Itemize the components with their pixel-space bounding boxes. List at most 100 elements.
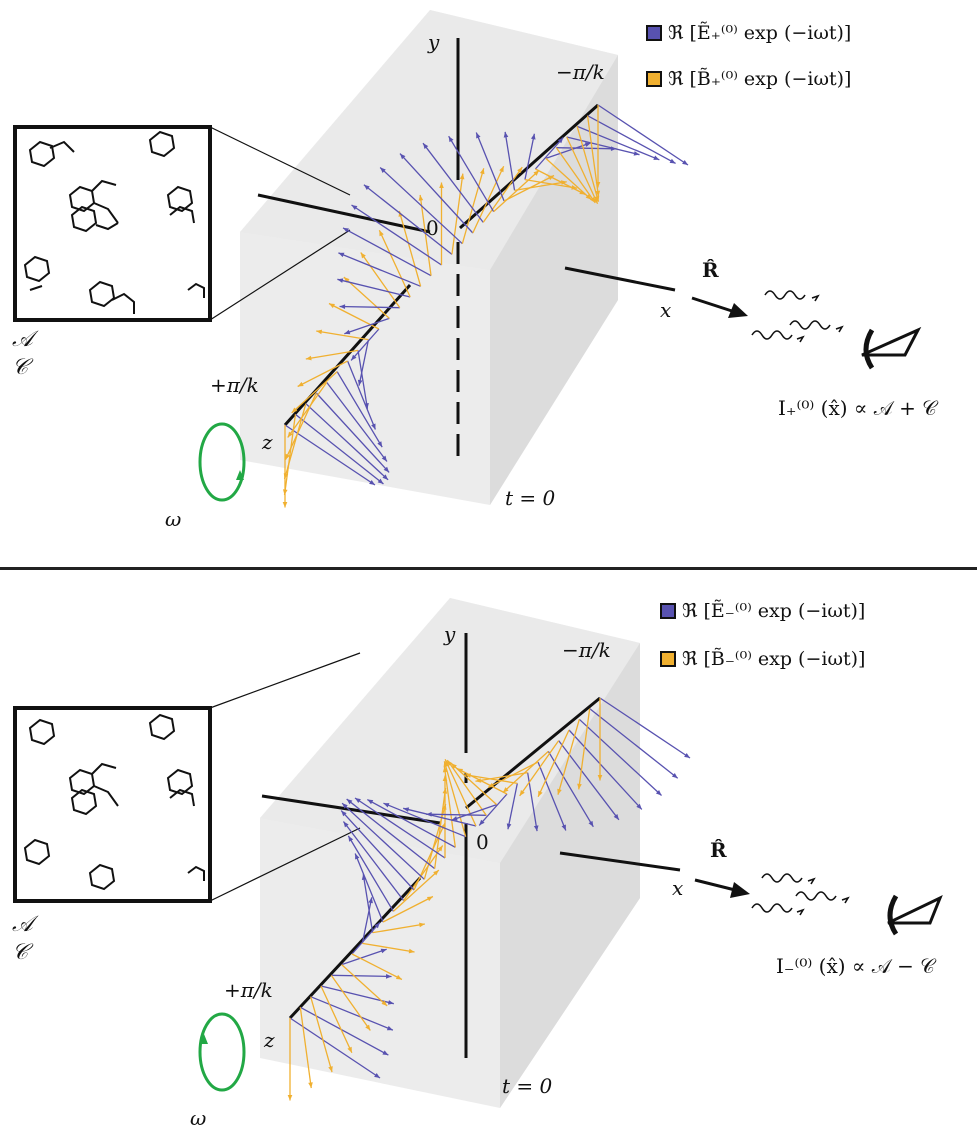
electric-field-arrow [338, 252, 421, 287]
electric-field-arrow [347, 835, 394, 912]
magnetic-field-arrow-head [585, 194, 592, 200]
electric-field-arrow [350, 328, 380, 361]
electric-field-arrow-head [341, 810, 347, 817]
electric-field-arrow [358, 339, 370, 386]
magnetic-field-arrow-head [287, 1094, 293, 1101]
electric-field-arrow [545, 142, 592, 159]
magnetic-field-arrow-head [347, 1046, 352, 1053]
electric-field-arrow-head [382, 1050, 389, 1056]
electric-field-arrow [383, 802, 466, 838]
magnetic-field-arrow-head [502, 787, 509, 793]
electric-field-arrow [342, 821, 405, 902]
magnetic-field-arrow [283, 414, 297, 496]
magnetic-field-arrow-head [308, 1082, 313, 1089]
electric-field-arrow-head [351, 354, 357, 361]
magnetic-field-arrow [316, 330, 369, 341]
electric-field-arrow-head [363, 184, 370, 190]
axes [257, 38, 676, 460]
magnetic-field-arrow-head [577, 783, 582, 790]
magnetic-field-arrow [502, 750, 549, 794]
magnetic-field-arrow-head [517, 167, 523, 173]
electric-field-arrow-head [374, 922, 380, 929]
magnetic-field-arrow-head [395, 974, 402, 980]
electric-field-arrow-head [355, 798, 361, 804]
magnetic-field-arrow-head [439, 182, 444, 189]
legend-electric-label: ℜ [Ẽ₋⁽⁰⁾ exp (−iωt)] [682, 600, 866, 622]
electric-field-arrow-head [355, 853, 360, 860]
electric-field-arrow [448, 135, 495, 212]
magnetic-field-arrow [482, 166, 523, 223]
magnetic-field-arrow [372, 923, 425, 934]
magnetic-field-arrow [351, 953, 403, 981]
legend-magnetic: ℜ [B̃₊⁽⁰⁾ exp (−iωt)] [646, 68, 851, 90]
rotation-arrow-icon [198, 422, 246, 502]
magnetic-field-arrow-head [465, 773, 471, 778]
electric-field-arrow-head [351, 205, 358, 211]
magnetic-field-arrow-head [282, 489, 288, 496]
electric-field-arrow [504, 131, 516, 191]
electric-field-arrow [340, 810, 415, 891]
electric-field-arrow [534, 137, 564, 170]
magnetic-field-arrow [398, 210, 422, 287]
eye-icon [861, 326, 922, 370]
magnetic-field-arrow-head [328, 1066, 333, 1073]
magnetic-field-arrow-head [593, 197, 598, 204]
magnetic-field-arrow [578, 708, 591, 790]
electric-field-arrow-head [367, 799, 374, 805]
wave-icon [751, 290, 844, 343]
magnetic-field-arrow-head [365, 1024, 371, 1031]
electric-field-arrow-head [682, 159, 688, 165]
axis-y-label: y [444, 622, 456, 646]
electric-field-arrow-head [383, 466, 390, 473]
electric-field-arrow [379, 167, 463, 245]
magnetic-field-arrow-head [343, 277, 350, 283]
electric-field-arrow-head [684, 752, 690, 758]
electric-field-arrow-head [557, 137, 564, 144]
electric-field-arrow-head [383, 803, 390, 808]
magnetic-field-arrow-head [590, 197, 596, 203]
magnetic-field-arrow-head [360, 252, 366, 259]
magnetic-field-arrow-head [285, 453, 290, 460]
magnetic-field-arrow-head [283, 473, 289, 480]
electric-field-arrow-head [381, 455, 387, 462]
electric-field-arrow-head [533, 825, 539, 832]
eye-icon [887, 894, 943, 936]
electric-field-arrow [599, 697, 691, 759]
electric-field-arrow-head [451, 816, 458, 821]
molecule-inset [13, 125, 351, 322]
magnetic-field-arrow-head [594, 195, 600, 202]
magnetic-field-arrow-head [557, 788, 562, 795]
electric-field-arrow [399, 153, 474, 234]
electric-field-arrow-head [364, 402, 369, 409]
electric-field-arrow-head [386, 1025, 393, 1031]
magnetic-swatch [646, 71, 662, 87]
magnetic-field-arrow-head [560, 180, 567, 185]
magnetic-field-arrow [576, 126, 600, 202]
magnetic-field-arrow [434, 787, 447, 869]
electric-field-arrow [568, 729, 643, 810]
magnetic-field-arrow-head [316, 329, 323, 335]
magnetic-field-arrow [320, 985, 353, 1054]
magnetic-field-arrow-head [488, 782, 495, 788]
sample-box [260, 598, 640, 1108]
axis-z-label: z [264, 1028, 275, 1052]
magnetic-field-arrow [446, 759, 487, 816]
electric-field-arrow [357, 350, 369, 409]
magnetic-field-arrow [362, 942, 415, 953]
magnetic-field-arrow-head [597, 774, 603, 781]
axis-x-label: x [672, 876, 684, 900]
electric-field-arrow-head [506, 823, 512, 830]
electric-field-arrow [354, 853, 384, 923]
electric-field-arrow [524, 133, 536, 180]
a-label: 𝒜 [12, 912, 33, 937]
electric-field-arrow-head [337, 278, 344, 283]
magnetic-field-arrow-head [418, 194, 424, 201]
electric-field-arrow-head [371, 423, 376, 430]
electric-field-arrow [342, 227, 432, 277]
magnetic-field-arrow-head [381, 1000, 388, 1006]
legend-magnetic: ℜ [B̃₋⁽⁰⁾ exp (−iωt)] [660, 648, 865, 670]
electric-field-arrow-head [503, 131, 509, 138]
electric-field-arrow [331, 974, 392, 978]
magnetic-field-arrow [524, 179, 578, 189]
legend-magnetic-label: ℜ [B̃₋⁽⁰⁾ exp (−iωt)] [682, 648, 866, 670]
